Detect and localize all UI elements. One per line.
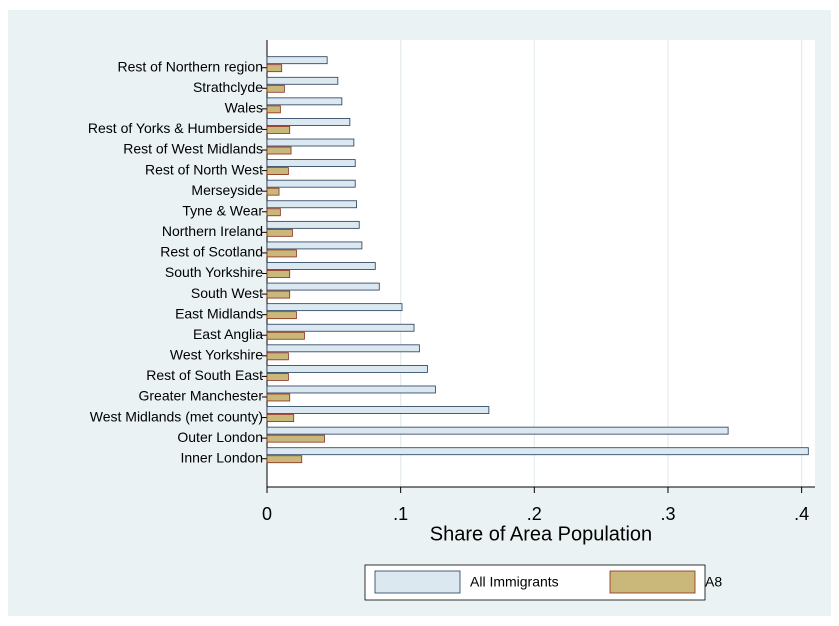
bar [266,241,363,250]
bar [266,56,328,65]
bar [266,323,415,332]
y-tick-label: Northern Ireland [162,223,263,239]
bar [266,282,380,291]
y-tick-label: Merseyside [191,182,263,198]
bar [266,200,357,209]
bar [266,126,291,134]
bar [266,352,289,361]
bar [266,97,343,106]
y-tick-label: Rest of South East [146,367,263,383]
y-tick-label: Tyne & Wear [182,202,263,218]
bar [266,159,356,168]
bar [266,105,281,114]
bar [266,364,428,373]
y-tick-label: East Midlands [175,305,263,321]
y-tick-label: Wales [225,100,263,116]
bar [266,406,490,414]
bar [266,167,289,176]
bar [266,187,280,196]
bar [266,249,297,258]
bar [266,303,403,312]
bar [266,84,285,93]
y-tick-label: Outer London [177,429,263,445]
bar [266,447,809,456]
y-tick-label: South Yorkshire [165,264,263,280]
x-tick-label: .2 [527,504,542,524]
y-tick-label: Rest of Yorks & Humberside [88,120,263,136]
bar [266,118,351,126]
bar [266,138,355,147]
bar [266,76,339,85]
bar [266,344,420,353]
bar [266,372,289,381]
bar [266,426,729,435]
x-tick-label: .4 [794,504,809,524]
bar [266,64,283,73]
bar [266,146,292,155]
y-tick-label: Rest of Northern region [117,58,263,74]
bar [266,262,376,270]
x-tick-label: .1 [393,504,408,524]
bar [266,393,291,402]
bar [266,434,325,443]
bar [266,311,297,320]
y-tick-label: West Yorkshire [170,347,263,363]
x-axis-title: Share of Area Population [430,523,652,545]
y-tick-label: West Midlands (met county) [90,408,263,424]
bar [266,455,303,464]
bar [266,208,281,217]
y-tick-label: Strathclyde [193,79,263,95]
legend-swatch [374,570,461,594]
bar [266,179,356,188]
y-tick-label: Rest of Scotland [160,244,263,260]
y-tick-label: Rest of West Midlands [123,141,263,157]
bar [266,228,293,237]
legend-label: A8 [705,574,722,590]
bar [266,331,305,340]
x-tick-label: 0 [262,504,272,524]
y-tick-label: Inner London [180,449,263,465]
legend-label: All Immigrants [470,574,559,590]
y-tick-label: East Anglia [193,326,263,342]
bar [266,385,436,394]
bar [266,290,291,299]
y-tick-label: Rest of North West [145,161,263,177]
y-tick-label: South West [191,285,263,301]
bar [266,414,295,422]
legend-swatch [609,570,696,594]
bar [266,270,291,278]
x-tick-label: .3 [660,504,675,524]
bar [266,220,360,229]
y-tick-label: Greater Manchester [139,388,264,404]
